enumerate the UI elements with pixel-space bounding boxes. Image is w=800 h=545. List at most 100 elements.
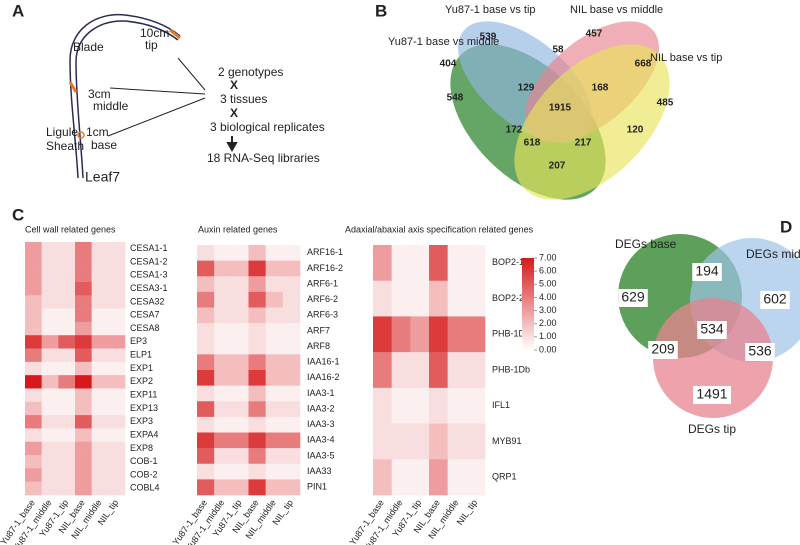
- heatmap-cell: [91, 348, 109, 363]
- heatmap-cell: [91, 281, 109, 296]
- venn-count: 629: [621, 289, 645, 305]
- heatmap-cell: [373, 316, 392, 353]
- venn-count: 129: [518, 83, 535, 94]
- count-box: [697, 321, 727, 339]
- heatmap-cell: [282, 385, 301, 402]
- heatmap-cell: [75, 375, 92, 389]
- heatmap-cell: [91, 321, 109, 336]
- heatmap-cell: [248, 323, 266, 340]
- heatmap-cell: [25, 255, 42, 269]
- heatmap-cell: [248, 401, 266, 418]
- arrow: [177, 57, 206, 91]
- heatmap-cell: [466, 245, 486, 282]
- set-label: NIL base vs middle: [570, 4, 663, 16]
- heatmap-cell: [429, 459, 448, 496]
- heatmap-cell: [75, 388, 92, 403]
- count-box: [745, 343, 775, 361]
- heatmap-cell: [58, 415, 76, 429]
- row-label: EXP8: [130, 443, 153, 453]
- heatmap-cell: [265, 260, 284, 277]
- heatmap-cell: [197, 448, 215, 465]
- heatmap-cell: [231, 416, 249, 433]
- heatmap-cell: [25, 428, 42, 443]
- heatmap-cell: [25, 481, 42, 496]
- row-label: CESA32: [130, 296, 165, 306]
- heatmap-cell: [108, 401, 126, 416]
- heatmap-cell: [265, 323, 284, 340]
- scale-label: 2.00: [539, 318, 557, 328]
- heatmap-cell: [248, 260, 266, 277]
- heatmap-cell: [75, 348, 92, 363]
- heatmap-cell: [231, 479, 249, 496]
- heatmap-cell: [75, 308, 92, 323]
- heatmap-cell: [25, 415, 42, 429]
- middle-mark: [68, 81, 78, 93]
- heatmap-cell: [108, 348, 126, 363]
- heatmap-cell: [75, 281, 92, 296]
- leaf-text: 3cm: [88, 87, 111, 101]
- heatmap-cell: [391, 316, 411, 353]
- venn-count: 602: [763, 291, 787, 307]
- heatmap-cell: [58, 375, 76, 389]
- heatmap-cell: [248, 291, 266, 308]
- row-label: EXP2: [130, 376, 153, 386]
- heatmap-cell: [265, 307, 284, 324]
- design-text: 2 genotypes: [218, 65, 283, 79]
- heatmap-cell: [373, 245, 392, 282]
- heatmap-cell: [91, 255, 109, 269]
- heatmap-cell: [41, 441, 59, 456]
- heatmap-cell: [248, 276, 266, 293]
- heatmap-cell: [248, 448, 266, 465]
- row-label: IAA3-4: [307, 435, 335, 445]
- design-text: 3 biological replicates: [210, 120, 325, 134]
- row-label: CESA3-1: [130, 283, 168, 293]
- heatmap-cell: [75, 481, 92, 496]
- venn-count: 120: [627, 125, 644, 136]
- row-label: IAA16-1: [307, 357, 340, 367]
- heatmap-cell: [75, 441, 92, 456]
- venn-4: [450, 21, 670, 200]
- heatmap-cell: [41, 375, 59, 389]
- heatmap-cell: [265, 401, 284, 418]
- leaf-text: Ligule: [46, 125, 78, 139]
- heatmap-cell: [214, 260, 232, 277]
- heatmap-cell: [265, 291, 284, 308]
- heatmap-cell: [410, 280, 430, 317]
- scale-label: 3.00: [539, 305, 557, 315]
- heatmap-cell: [447, 245, 467, 282]
- heatmap-cell: [91, 295, 109, 309]
- heatmap-cell: [75, 415, 92, 429]
- heatmap-cell: [58, 388, 76, 403]
- heatmap-cell: [197, 245, 215, 261]
- heatmap-cell: [41, 255, 59, 269]
- heatmap-cell: [248, 307, 266, 324]
- heatmaps: Cell wall related genes CESA1-1 CESA1-2 CES…: [0, 224, 557, 545]
- heatmap-cell: [58, 268, 76, 283]
- heatmap-cell: [466, 459, 486, 496]
- heatmap-cell: [466, 316, 486, 353]
- leaf-text: tip: [145, 38, 158, 52]
- heatmap-cell: [41, 455, 59, 469]
- heatmap-cell: [282, 245, 301, 261]
- heatmap-cell: [429, 245, 448, 282]
- heatmap-cell: [231, 401, 249, 418]
- set-label: DEGs base: [615, 237, 677, 251]
- heatmap-cell: [214, 370, 232, 386]
- venn-count: 485: [657, 98, 674, 109]
- heatmap-cell: [282, 479, 301, 496]
- heatmap-cell: [58, 361, 76, 376]
- heatmap-cell: [282, 276, 301, 293]
- heatmap-cell: [41, 335, 59, 349]
- heatmap-cell: [282, 432, 301, 449]
- heatmap-cell: [75, 455, 92, 469]
- heatmap-cell: [75, 468, 92, 482]
- heatmap-cell: [429, 352, 448, 389]
- heatmap-cell: [282, 448, 301, 465]
- heatmap-cell: [58, 321, 76, 336]
- heatmap-cell: [58, 281, 76, 296]
- row-label: QRP1: [492, 472, 517, 482]
- heatmap-cell: [25, 455, 42, 469]
- heatmap-cell: [231, 370, 249, 386]
- row-label: IAA16-2: [307, 372, 340, 382]
- heatmap-cell: [91, 268, 109, 283]
